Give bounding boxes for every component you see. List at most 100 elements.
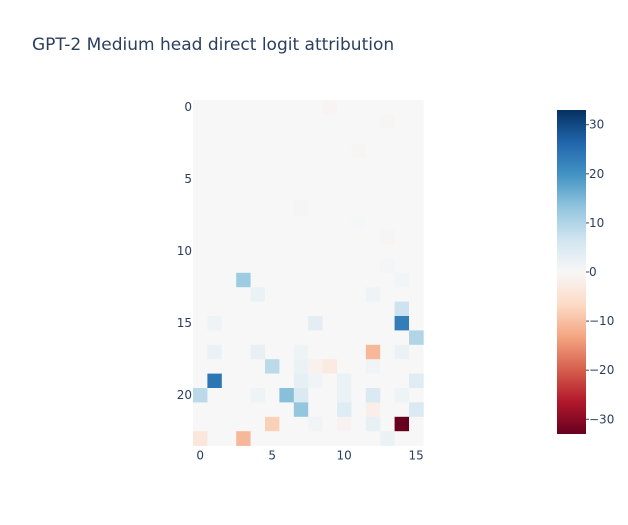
heatmap-cell: [221, 258, 237, 274]
heatmap-cell: [380, 215, 395, 230]
heatmap-cell: [236, 229, 251, 245]
heatmap-cell: [265, 431, 280, 446]
heatmap-cell: [308, 330, 323, 346]
heatmap-cell: [236, 402, 251, 418]
heatmap-cell: [365, 128, 381, 144]
heatmap-cell: [365, 143, 381, 158]
heatmap-cell: [207, 373, 223, 389]
heatmap-cell: [337, 200, 352, 216]
heatmap-cell: [279, 373, 295, 389]
heatmap-cell: [365, 388, 381, 403]
heatmap-cell: [322, 114, 338, 130]
heatmap-cell: [221, 301, 237, 317]
heatmap-cell: [207, 215, 223, 230]
heatmap-cell: [293, 416, 309, 432]
heatmap-cell: [293, 215, 309, 230]
heatmap-cell: [380, 143, 395, 158]
heatmap-cell: [394, 287, 410, 302]
heatmap-cell: [322, 258, 338, 274]
heatmap-cell: [293, 143, 309, 158]
heatmap-cell: [279, 258, 295, 274]
heatmap-cell: [351, 330, 367, 346]
heatmap-cell: [207, 244, 223, 259]
heatmap-cell: [409, 157, 424, 173]
heatmap-cell: [365, 330, 381, 346]
heatmap-cell: [279, 200, 295, 216]
heatmap-cell: [221, 330, 237, 346]
heatmap-cell: [351, 114, 367, 130]
heatmap-cell: [193, 229, 208, 245]
heatmap-cell: [293, 128, 309, 144]
heatmap-cell: [236, 143, 251, 158]
heatmap-cell: [279, 244, 295, 259]
heatmap-cell: [265, 301, 280, 317]
heatmap-cell: [193, 244, 208, 259]
heatmap-cell: [380, 100, 395, 115]
colorbar-tick-label: 30: [589, 118, 604, 132]
heatmap-cell: [351, 215, 367, 230]
heatmap-cell: [293, 431, 309, 446]
heatmap-cell: [265, 186, 280, 202]
heatmap-cell: [308, 416, 323, 432]
heatmap-cell: [308, 258, 323, 274]
heatmap-cell: [337, 316, 352, 331]
heatmap-cell: [337, 373, 352, 389]
heatmap-cell: [279, 186, 295, 202]
heatmap-cell: [236, 373, 251, 389]
heatmap-cell: [236, 200, 251, 216]
heatmap-cell: [308, 157, 323, 173]
heatmap-cell: [380, 373, 395, 389]
heatmap-cell: [380, 301, 395, 317]
x-axis-ticks: 0 5 10 15: [196, 449, 423, 463]
colorbar-tick-label: −20: [589, 363, 614, 377]
heatmap-cell: [351, 157, 367, 173]
heatmap-cell: [322, 272, 338, 288]
heatmap-cell: [351, 287, 367, 302]
heatmap-cell: [308, 431, 323, 446]
heatmap-cell: [221, 344, 237, 360]
heatmap-cell: [236, 431, 251, 446]
heatmap-cell: [308, 402, 323, 418]
heatmap-cell: [365, 287, 381, 302]
heatmap-cell: [293, 258, 309, 274]
heatmap-cell: [279, 143, 295, 158]
heatmap-cell: [293, 388, 309, 403]
heatmap-cell: [351, 416, 367, 432]
heatmap-cell: [293, 402, 309, 418]
heatmap-cell: [308, 373, 323, 389]
heatmap-cell: [322, 186, 338, 202]
heatmap-cell: [365, 186, 381, 202]
heatmap-cell: [236, 114, 251, 130]
heatmap-cell: [409, 143, 424, 158]
heatmap-cell: [207, 359, 223, 374]
heatmap-cell: [250, 373, 266, 389]
heatmap-cell: [409, 359, 424, 374]
heatmap-cell: [351, 244, 367, 259]
heatmap-cell: [409, 431, 424, 446]
heatmap-cell: [380, 402, 395, 418]
heatmap-cell: [193, 143, 208, 158]
heatmap-cell: [279, 359, 295, 374]
heatmap-cell: [380, 157, 395, 173]
heatmap-cell: [193, 359, 208, 374]
heatmap-cell: [351, 128, 367, 144]
heatmap-cell: [409, 416, 424, 432]
heatmap-cell: [337, 215, 352, 230]
heatmap-cell: [394, 344, 410, 360]
heatmap-cell: [193, 215, 208, 230]
heatmap-cell: [380, 244, 395, 259]
heatmap-cell: [236, 128, 251, 144]
heatmap-cell: [193, 388, 208, 403]
heatmap-cell: [250, 100, 266, 115]
heatmap-cell: [250, 258, 266, 274]
heatmap-cell: [207, 186, 223, 202]
heatmap-cell: [394, 388, 410, 403]
heatmap-cell: [221, 373, 237, 389]
heatmap-cell: [250, 114, 266, 130]
heatmap-cell: [193, 114, 208, 130]
heatmap-cell: [337, 143, 352, 158]
heatmap-cell: [279, 272, 295, 288]
heatmap-cell: [409, 287, 424, 302]
heatmap-cell: [250, 416, 266, 432]
heatmap-cell: [380, 114, 395, 130]
